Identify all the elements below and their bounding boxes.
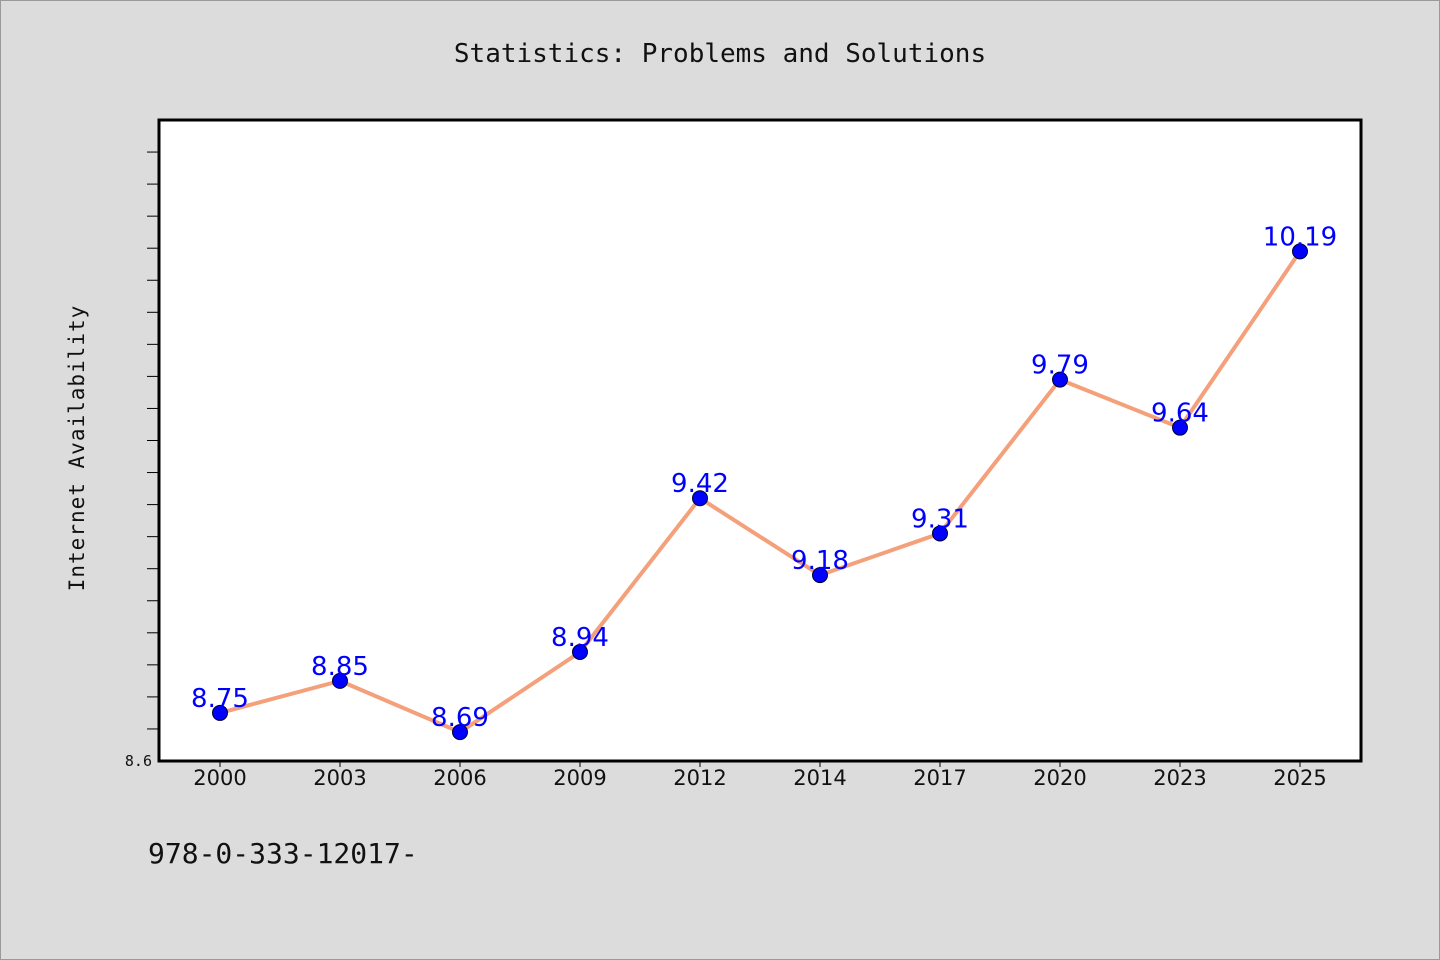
series-line-group (219, 250, 1302, 735)
isbn-footer: 978-0-333-12017- (148, 837, 418, 870)
data-point-marker (692, 490, 708, 507)
x-tick-label: 2000 (193, 766, 246, 790)
data-point-marker (932, 525, 948, 542)
x-tick-label: 2023 (1153, 766, 1206, 790)
data-label: 8.94 (551, 623, 609, 653)
data-markers (212, 243, 1308, 741)
data-point-marker (1052, 371, 1068, 388)
data-label: 9.42 (671, 469, 729, 499)
y-axis-label: Internet Availability (65, 305, 89, 592)
data-label: 9.18 (791, 546, 849, 576)
data-point-marker (212, 704, 228, 721)
x-tick-label: 2014 (793, 766, 846, 790)
data-point-marker (1292, 243, 1308, 260)
data-label: 9.79 (1031, 351, 1089, 381)
data-point-marker (332, 672, 348, 689)
data-point-marker (1172, 419, 1188, 436)
chart-title: Statistics: Problems and Solutions (454, 39, 986, 69)
data-point-marker (452, 724, 468, 741)
data-point-marker (812, 567, 828, 584)
y-axis-ticks: 8.6 (125, 151, 159, 770)
series-line (219, 250, 1302, 735)
data-labels: 8.75 8.85 8.69 8.94 9.42 9.18 9.31 9.79 9.64 10.1… (191, 222, 1337, 733)
data-label: 8.69 (431, 703, 489, 733)
data-label: 9.64 (1151, 399, 1209, 429)
x-axis-ticks: 2000 2003 2006 2009 2012 2014 2017 2020 2023 2025 (193, 761, 1327, 790)
x-tick-label: 2003 (313, 766, 366, 790)
y-tick-label: 8.6 (125, 752, 152, 770)
x-tick-label: 2025 (1273, 766, 1326, 790)
x-tick-label: 2009 (553, 766, 606, 790)
data-label: 8.75 (191, 684, 249, 714)
data-point-marker (572, 644, 588, 661)
x-tick-label: 2020 (1033, 766, 1086, 790)
plot-area (157, 118, 1363, 763)
data-label: 9.31 (911, 504, 969, 534)
x-tick-label: 2017 (913, 766, 966, 790)
x-tick-label: 2012 (673, 766, 726, 790)
x-tick-label: 2006 (433, 766, 486, 790)
data-label: 8.85 (311, 652, 369, 682)
data-label: 10.19 (1263, 222, 1337, 252)
